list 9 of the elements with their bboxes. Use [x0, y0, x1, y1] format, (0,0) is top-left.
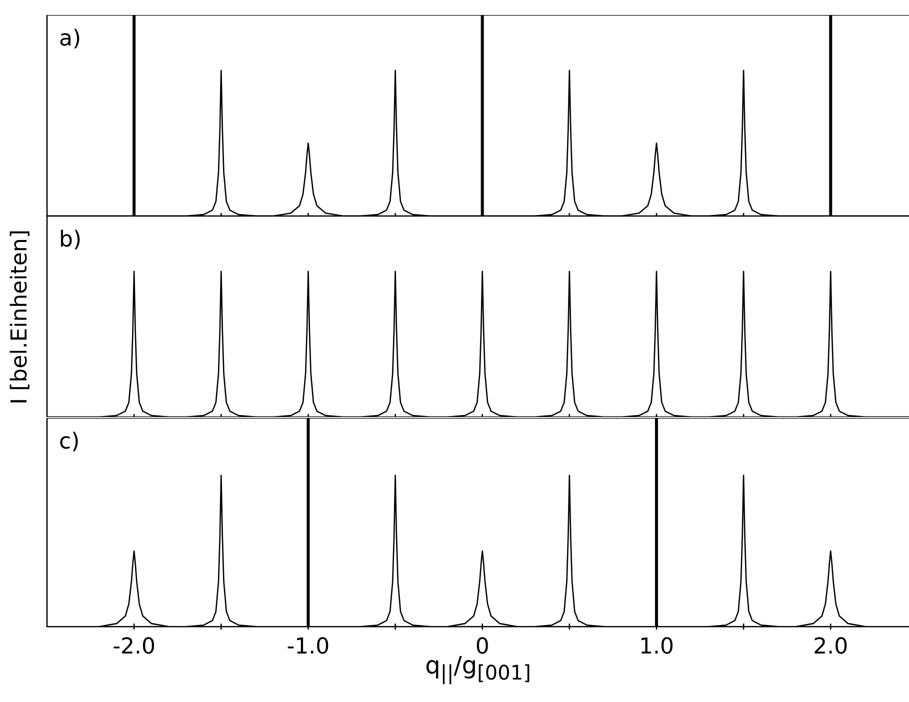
x-tick-label: -1.0: [286, 634, 330, 660]
y-axis-title: I [bel.Einheiten]: [8, 230, 32, 404]
chart-title: b): [59, 228, 82, 253]
chart-title: a): [59, 26, 82, 52]
x-tick-label: 0: [475, 634, 490, 660]
chart-title: c): [59, 430, 80, 455]
x-tick-label: 2.0: [813, 634, 848, 660]
x-tick-label: -2.0: [112, 634, 156, 660]
x-tick-label: 1.0: [638, 634, 674, 660]
